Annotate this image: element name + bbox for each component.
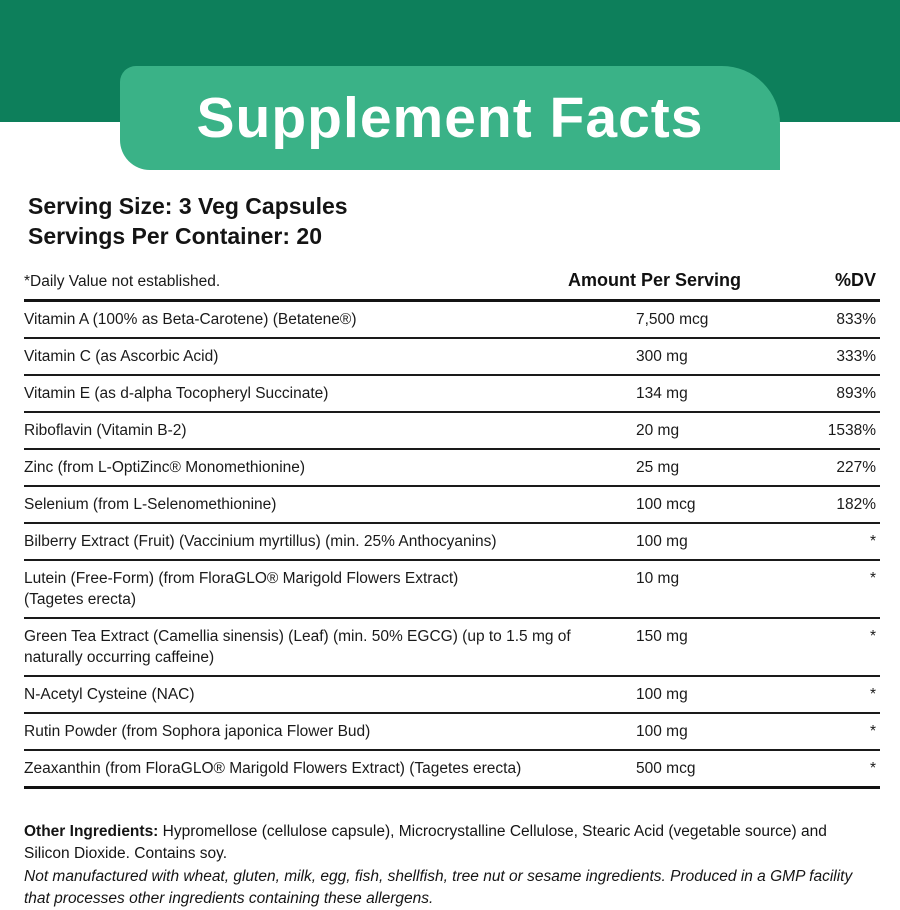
table-row: Selenium (from L-Selenomethionine) 100 m… <box>24 487 880 524</box>
ingredient-amount: 10 mg <box>636 570 680 587</box>
ingredient-dv: 227% <box>836 459 876 476</box>
ingredient-name: Vitamin E (as d-alpha Tocopheryl Succina… <box>24 385 329 402</box>
ingredient-name: Vitamin A (100% as Beta-Carotene) (Betat… <box>24 311 357 328</box>
table-row: Vitamin C (as Ascorbic Acid) 300 mg 333% <box>24 339 880 376</box>
supplement-facts-table: *Daily Value not established. Amount Per… <box>24 270 880 789</box>
ingredient-amount: 150 mg <box>636 628 688 645</box>
ingredient-name: Zeaxanthin (from FloraGLO® Marigold Flow… <box>24 760 522 777</box>
table-row: Zeaxanthin (from FloraGLO® Marigold Flow… <box>24 751 880 789</box>
column-header-amount: Amount Per Serving <box>568 270 742 290</box>
ingredient-dv: * <box>869 760 876 777</box>
ingredient-name: Vitamin C (as Ascorbic Acid) <box>24 348 219 365</box>
ingredient-dv: 333% <box>836 348 876 365</box>
table-row: Lutein (Free-Form) (from FloraGLO® Marig… <box>24 561 880 619</box>
ingredient-amount: 500 mcg <box>636 760 696 777</box>
table-row: Vitamin A (100% as Beta-Carotene) (Betat… <box>24 302 880 339</box>
other-ingredients-label: Other Ingredients: <box>24 822 159 840</box>
table-row: Green Tea Extract (Camellia sinensis) (L… <box>24 619 880 677</box>
ingredient-amount: 100 mg <box>636 686 688 703</box>
allergen-note: Not manufactured with wheat, gluten, mil… <box>24 867 853 907</box>
ingredient-name: Riboflavin (Vitamin B-2) <box>24 422 187 439</box>
ingredient-name: N-Acetyl Cysteine (NAC) <box>24 686 195 703</box>
ingredient-name: Green Tea Extract (Camellia sinensis) (L… <box>24 628 571 666</box>
ingredient-name: Zinc (from L-OptiZinc® Monomethionine) <box>24 459 306 476</box>
table-header: *Daily Value not established. Amount Per… <box>24 270 880 302</box>
ingredient-dv: * <box>869 723 876 740</box>
ingredient-dv: * <box>869 628 876 645</box>
ingredient-name: Rutin Powder (from Sophora japonica Flow… <box>24 723 371 740</box>
ingredient-name: Lutein (Free-Form) (from FloraGLO® Marig… <box>24 570 459 608</box>
ingredient-dv: 1538% <box>827 422 876 439</box>
table-row: N-Acetyl Cysteine (NAC) 100 mg * <box>24 677 880 714</box>
ingredient-dv: 893% <box>836 385 876 402</box>
ingredient-dv: * <box>869 686 876 703</box>
table-row: Riboflavin (Vitamin B-2) 20 mg 1538% <box>24 413 880 450</box>
ingredient-amount: 7,500 mcg <box>636 311 709 328</box>
ingredient-dv: * <box>869 570 876 587</box>
ingredient-dv: 833% <box>836 311 876 328</box>
daily-value-note: *Daily Value not established. <box>24 273 221 290</box>
ingredient-name: Selenium (from L-Selenomethionine) <box>24 496 277 513</box>
table-row: Rutin Powder (from Sophora japonica Flow… <box>24 714 880 751</box>
page-title: Supplement Facts <box>196 86 704 150</box>
column-header-dv: %DV <box>834 270 876 290</box>
ingredient-amount: 300 mg <box>636 348 688 365</box>
other-ingredients-text: Hypromellose (cellulose capsule), Microc… <box>24 822 827 862</box>
title-banner: Supplement Facts <box>120 66 780 170</box>
table-row: Vitamin E (as d-alpha Tocopheryl Succina… <box>24 376 880 413</box>
ingredient-amount: 25 mg <box>636 459 680 476</box>
ingredient-amount: 100 mg <box>636 723 688 740</box>
serving-info: Serving Size: 3 Veg Capsules Servings Pe… <box>28 191 348 251</box>
ingredient-name: Bilberry Extract (Fruit) (Vaccinium myrt… <box>24 533 497 550</box>
ingredient-dv: 182% <box>836 496 876 513</box>
servings-per-container: Servings Per Container: 20 <box>28 223 322 249</box>
other-ingredients: Other Ingredients: Hypromellose (cellulo… <box>24 821 874 865</box>
ingredient-amount: 134 mg <box>636 385 688 402</box>
ingredient-amount: 100 mcg <box>636 496 696 513</box>
table-row: Bilberry Extract (Fruit) (Vaccinium myrt… <box>24 524 880 561</box>
serving-size: Serving Size: 3 Veg Capsules <box>28 193 348 219</box>
table-row: Zinc (from L-OptiZinc® Monomethionine) 2… <box>24 450 880 487</box>
ingredient-amount: 20 mg <box>636 422 680 439</box>
ingredient-dv: * <box>869 533 876 550</box>
ingredient-amount: 100 mg <box>636 533 688 550</box>
